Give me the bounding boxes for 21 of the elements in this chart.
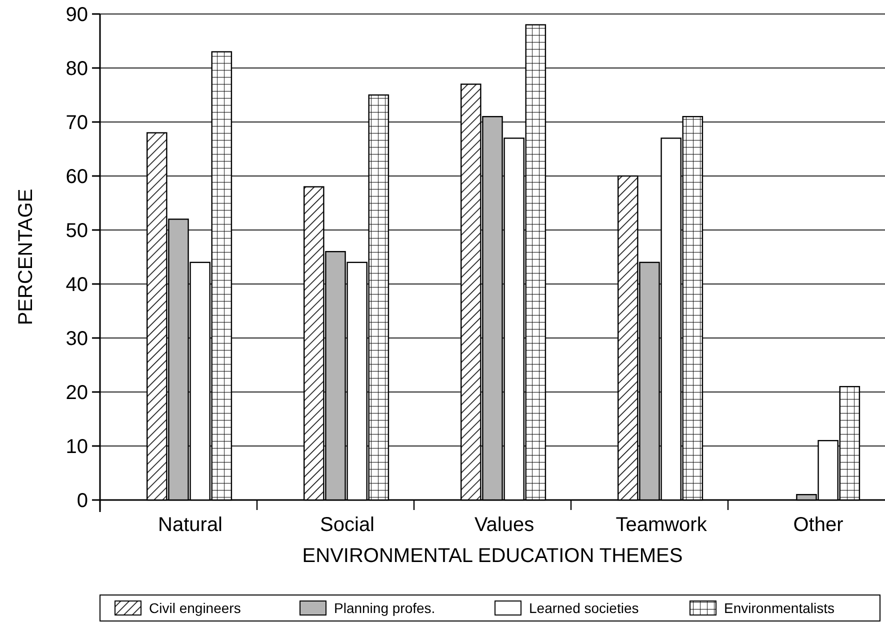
- x-tick-label: Natural: [158, 514, 223, 536]
- y-tick-label: 90: [66, 4, 88, 26]
- legend-label: Planning profes.: [334, 600, 436, 616]
- x-tick-label: Other: [793, 514, 844, 536]
- legend-label: Civil engineers: [149, 600, 241, 616]
- y-axis-title: PERCENTAGE: [15, 188, 37, 326]
- y-tick-label: 20: [66, 382, 88, 404]
- y-tick-label: 50: [66, 220, 88, 242]
- x-axis-title: ENVIRONMENTAL EDUCATION THEMES: [302, 545, 683, 567]
- y-tick-label: 60: [66, 166, 88, 188]
- y-tick-label: 70: [66, 112, 88, 134]
- legend-label: Environmentalists: [724, 600, 834, 616]
- y-tick-label: 0: [76, 490, 88, 512]
- y-tick-label: 10: [66, 436, 88, 458]
- legend-label: Learned societies: [529, 600, 639, 616]
- y-tick-label: 80: [66, 58, 88, 80]
- x-tick-label: Values: [474, 514, 534, 536]
- x-tick-label: Teamwork: [616, 514, 708, 536]
- x-tick-label: Social: [320, 514, 375, 536]
- y-tick-label: 30: [66, 328, 88, 350]
- y-tick-label: 40: [66, 274, 88, 296]
